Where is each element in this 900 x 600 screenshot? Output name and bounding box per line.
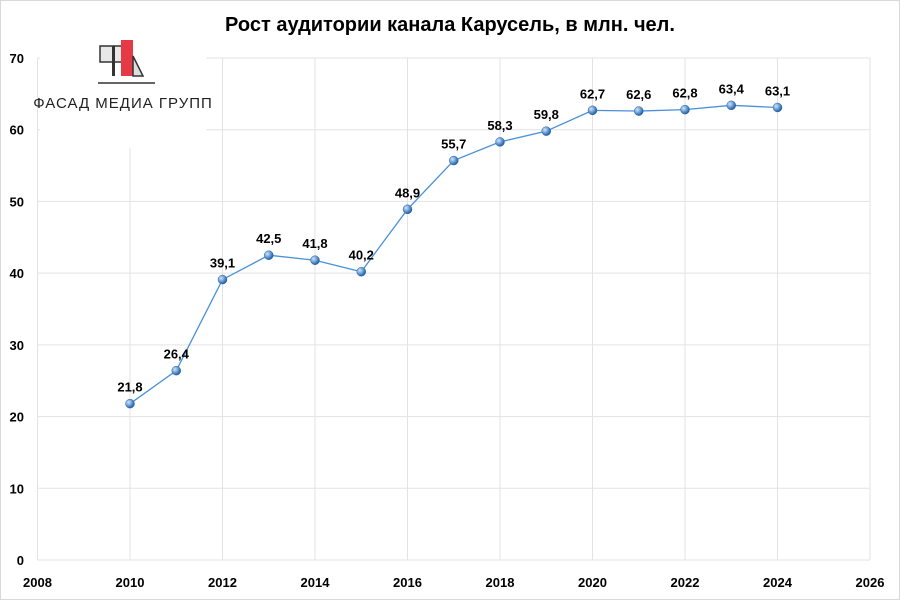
x-tick-label: 2012: [208, 575, 237, 590]
x-tick-label: 2022: [671, 575, 700, 590]
data-point: [449, 155, 459, 166]
data-point: [495, 137, 505, 147]
y-tick-label: 70: [10, 51, 24, 66]
data-label: 59,8: [534, 107, 559, 122]
data-point: [587, 105, 598, 116]
chart-title: Рост аудитории канала Карусель, в млн. ч…: [225, 14, 675, 36]
y-tick-label: 10: [10, 481, 24, 496]
x-tick-label: 2024: [763, 575, 793, 590]
x-tick-label: 2018: [486, 575, 515, 590]
data-point: [680, 104, 690, 115]
y-tick-label: 30: [10, 338, 24, 353]
logo-text: ФАСАД МЕДИА ГРУПП: [33, 95, 213, 112]
data-point: [310, 255, 320, 265]
data-label: 21,8: [117, 380, 142, 395]
data-point: [217, 274, 228, 285]
y-tick-label: 0: [17, 553, 24, 568]
data-point: [726, 100, 736, 111]
data-point: [634, 106, 644, 116]
y-tick-label: 20: [10, 410, 24, 425]
y-tick-label: 40: [10, 266, 24, 281]
data-point: [772, 102, 783, 113]
data-point: [356, 266, 366, 277]
data-point: [402, 204, 413, 215]
data-point: [264, 250, 274, 260]
data-label: 58,3: [487, 118, 512, 133]
data-point: [171, 365, 181, 376]
x-tick-label: 2016: [393, 575, 422, 590]
data-label: 41,8: [302, 236, 327, 251]
x-tick-label: 2026: [856, 575, 885, 590]
x-tick-label: 2008: [23, 575, 52, 590]
y-tick-label: 50: [10, 194, 24, 209]
data-label: 40,2: [349, 248, 374, 263]
x-tick-label: 2014: [301, 575, 331, 590]
data-label: 63,1: [765, 83, 790, 98]
data-label: 42,5: [256, 231, 281, 246]
data-label: 39,1: [210, 256, 235, 271]
data-label: 62,7: [580, 86, 605, 101]
data-label: 62,6: [626, 87, 651, 102]
data-point: [541, 126, 551, 136]
x-tick-label: 2010: [116, 575, 145, 590]
x-tick-label: 2020: [578, 575, 607, 590]
data-label: 63,4: [719, 81, 745, 96]
data-label: 48,9: [395, 185, 420, 200]
logo: ФАСАД МЕДИА ГРУПП: [33, 36, 213, 148]
data-point: [125, 398, 135, 409]
data-label: 26,4: [164, 347, 190, 362]
data-label: 55,7: [441, 137, 466, 152]
data-label: 62,8: [672, 86, 697, 101]
y-tick-label: 60: [10, 123, 24, 138]
